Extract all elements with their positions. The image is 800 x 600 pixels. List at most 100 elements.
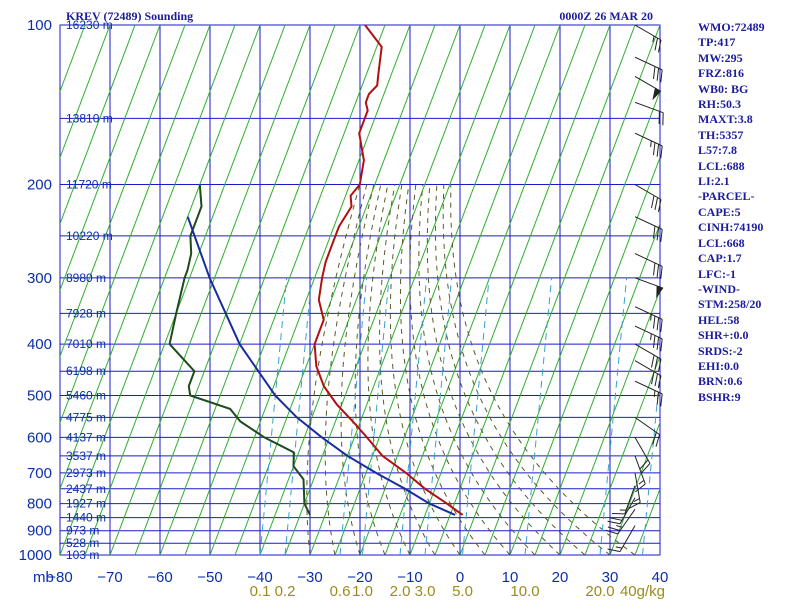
barb-full	[660, 69, 663, 83]
height-label: 103 m	[66, 548, 99, 562]
isotherm-line	[334, 25, 536, 555]
isotherm-line	[459, 25, 660, 555]
barb-staff	[634, 360, 662, 377]
barb-staff	[634, 416, 660, 436]
height-label: 13810 m	[66, 111, 113, 125]
stat-line: TP:417	[698, 35, 736, 50]
stat-line: TH:5357	[698, 127, 744, 142]
stat-line: BSHR:9	[698, 389, 741, 404]
barb-full	[654, 373, 659, 387]
barb-full	[651, 371, 655, 385]
height-label: 11720 m	[66, 178, 112, 192]
mixing-ratio-line	[259, 277, 288, 555]
wind-barb	[628, 472, 641, 509]
isotherm-line	[60, 25, 111, 159]
mixing-ratio-line	[339, 277, 368, 555]
isotherm-line	[109, 25, 311, 555]
barb-full	[609, 517, 623, 521]
temperature-tick-label: −60	[147, 569, 172, 586]
height-label: 1927 m	[66, 497, 106, 511]
sounding-indices-panel: WMO:72489 TP:417 MW:295 FRZ:816 WB0: BG RH:50…	[698, 20, 798, 405]
mixing-ratio-line	[399, 277, 428, 555]
isotherm-line	[584, 354, 660, 555]
barb-half	[650, 333, 652, 341]
isotherm-line	[60, 25, 161, 292]
barb-staff	[634, 253, 663, 267]
wind-barb	[634, 56, 663, 83]
temperature-tick-label: −30	[297, 569, 322, 586]
isotherm-line	[84, 25, 286, 555]
temperature-tick-label: 40	[652, 569, 669, 586]
barb-full	[656, 68, 660, 81]
barb-staff	[634, 132, 663, 147]
chart-time: 0000Z 26 MAR 20	[559, 9, 653, 23]
barb-full	[607, 526, 621, 532]
barb-full	[657, 358, 662, 372]
mixing-ratio-label: 3.0	[415, 583, 436, 600]
moist-adiabat	[399, 184, 486, 555]
barb-full	[605, 529, 618, 535]
barb-full	[656, 264, 660, 278]
temperature-tick-label: −40	[247, 569, 272, 586]
wind-barb	[634, 416, 661, 447]
wind-barb	[607, 525, 636, 553]
moist-adiabat	[389, 184, 461, 555]
barb-full	[651, 195, 655, 208]
barb-staff	[634, 216, 663, 230]
stat-line: LCL:688	[698, 158, 745, 173]
temperature-tick-label: −80	[47, 569, 72, 586]
stat-line: -WIND-	[698, 281, 740, 296]
mixing-ratio-line	[424, 277, 453, 555]
barb-half	[633, 498, 640, 502]
barb-full	[628, 502, 641, 509]
stat-line: WMO:72489	[698, 20, 765, 34]
height-label: 4137 m	[66, 430, 106, 444]
mixing-ratio-line	[599, 277, 628, 555]
isotherm-line	[409, 25, 611, 555]
barb-half	[653, 390, 656, 397]
stat-line: L57:7.8	[698, 143, 737, 158]
isotherm-line	[60, 25, 186, 358]
barb-staff	[619, 497, 636, 525]
mixing-ratio-label: 10.0	[510, 583, 539, 600]
isotherm-line	[484, 89, 660, 555]
moist-adiabats	[306, 184, 636, 555]
barb-full	[655, 434, 661, 447]
height-label: 2437 m	[66, 482, 106, 496]
barb-staff	[634, 343, 662, 360]
pressure-tick-label: 700	[27, 465, 52, 482]
barb-full	[660, 145, 663, 159]
pressure-tick-label: 500	[27, 388, 52, 405]
temperature-tick-label: 0	[456, 569, 464, 586]
height-label: 16230 m	[66, 18, 113, 32]
barb-full	[612, 513, 625, 515]
barb-staff	[634, 24, 662, 41]
barb-full	[607, 548, 621, 553]
barb-half	[650, 140, 652, 148]
wind-barb	[607, 497, 636, 525]
mixing-ratio-line	[462, 277, 490, 555]
barb-full	[652, 432, 657, 445]
barb-staff	[634, 472, 641, 503]
stat-line: EHI:0.0	[698, 358, 740, 373]
wind-barb	[634, 360, 662, 389]
stat-line: LCL:668	[698, 235, 745, 250]
moist-adiabat	[409, 184, 511, 555]
height-label: 2973 m	[66, 466, 106, 480]
mixing-ratio-label: 1.0	[352, 583, 373, 600]
wind-barb	[634, 455, 646, 493]
temperature-tick-label: −20	[347, 569, 372, 586]
isotherm-line	[509, 156, 660, 555]
temperature-tick-label: 30	[602, 569, 619, 586]
parcel-trace	[186, 216, 456, 516]
temperature-tick-label: −10	[397, 569, 422, 586]
mixing-ratio-lines	[259, 277, 660, 555]
stat-line: FRZ:816	[698, 66, 744, 81]
height-label: 10220 m	[66, 229, 113, 243]
barb-staff	[617, 509, 636, 535]
barb-half	[615, 546, 623, 549]
stat-line: BRN:0.6	[698, 374, 743, 389]
pressure-tick-label: 100	[27, 17, 52, 34]
barb-full	[660, 338, 663, 352]
